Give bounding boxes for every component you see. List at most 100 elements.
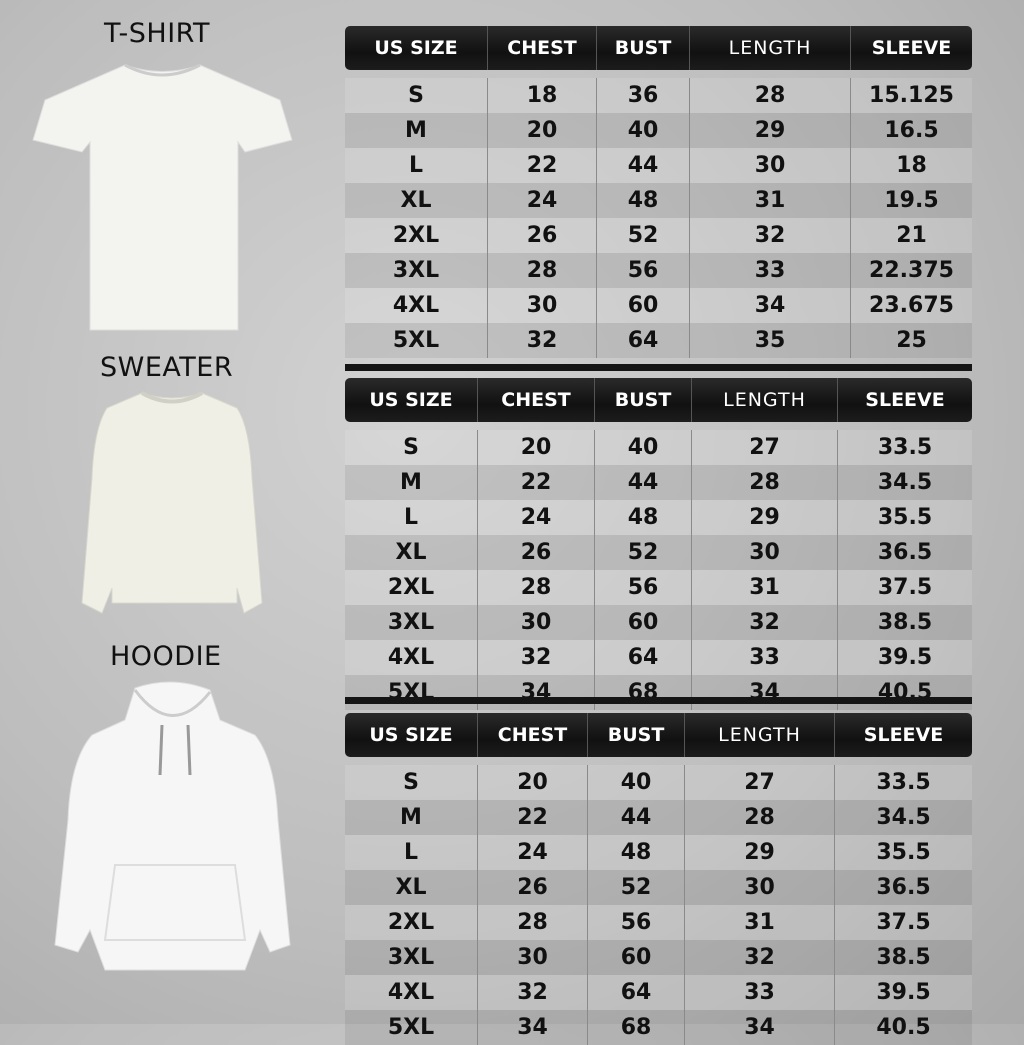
table-cell: 33.5 — [877, 435, 933, 460]
table-cell: 32 — [690, 218, 851, 253]
table-header: US SIZE CHEST BUST LENGTH SLEEVE — [345, 713, 972, 757]
table-cell: S — [345, 765, 478, 800]
table-cell: 60 — [595, 605, 692, 640]
table-cell: 34 — [690, 288, 851, 323]
table-cell: 35 — [690, 323, 851, 358]
table-row: S 20 40 27 33.5 — [345, 430, 972, 465]
table-cell: 23.675 — [869, 293, 954, 318]
table-cell: 29 — [692, 500, 838, 535]
table-cell: 26 — [478, 535, 595, 570]
table-cell: 52 — [588, 870, 685, 905]
table-cell: 36.5 — [877, 540, 933, 565]
table-cell: 36 — [597, 78, 690, 113]
table-cell: S — [345, 430, 478, 465]
column-header: CHEST — [478, 378, 595, 422]
table-cell: 52 — [595, 535, 692, 570]
table-cell: 20 — [478, 765, 588, 800]
table-cell: 32 — [685, 940, 835, 975]
table-row: XL 24 48 31 19.5 — [345, 183, 972, 218]
table-cell: 28 — [488, 253, 597, 288]
hoodie-size-table: US SIZE CHEST BUST LENGTH SLEEVE S 20 40 27 33.5 M… — [345, 713, 972, 1045]
table-cell: 56 — [597, 253, 690, 288]
hoodie-label: HOODIE — [110, 641, 222, 672]
table-cell: 30 — [488, 288, 597, 323]
table-cell: 20 — [478, 430, 595, 465]
tshirt-label: T-SHIRT — [104, 18, 210, 49]
table-row: 4XL 30 60 34 23.675 — [345, 288, 972, 323]
table-cell: 31 — [692, 570, 838, 605]
table-row: 2XL 28 56 31 37.5 — [345, 905, 972, 940]
table-cell: 34 — [692, 675, 838, 710]
table-cell: 31 — [685, 905, 835, 940]
table-cell: 28 — [690, 78, 851, 113]
table-cell: 28 — [478, 570, 595, 605]
table-cell: 33.5 — [876, 770, 931, 795]
table-row: S 20 40 27 33.5 — [345, 765, 972, 800]
table-row: 3XL 28 56 33 22.375 — [345, 253, 972, 288]
table-cell: 4XL — [345, 640, 478, 675]
table-cell: 16.5 — [884, 118, 939, 143]
table-divider — [345, 364, 972, 371]
table-cell: 24 — [488, 183, 597, 218]
sweater-size-table: US SIZE CHEST BUST LENGTH SLEEVE S 20 40 27 33.5 M… — [345, 378, 972, 710]
table-cell: 33 — [692, 640, 838, 675]
table-row: 2XL 28 56 31 37.5 — [345, 570, 972, 605]
column-header: CHEST — [478, 713, 588, 757]
table-cell: 22 — [478, 800, 588, 835]
table-row: 3XL 30 60 32 38.5 — [345, 605, 972, 640]
table-header: US SIZE CHEST BUST LENGTH SLEEVE — [345, 378, 972, 422]
table-cell: 31 — [690, 183, 851, 218]
table-cell: 60 — [597, 288, 690, 323]
table-cell: 30 — [478, 605, 595, 640]
table-cell: 30 — [685, 870, 835, 905]
table-cell: 40 — [588, 765, 685, 800]
column-header: SLEEVE — [865, 389, 945, 411]
table-row: S 18 36 28 15.125 — [345, 78, 972, 113]
table-cell: 44 — [595, 465, 692, 500]
table-row: 5XL 32 64 35 25 — [345, 323, 972, 358]
table-cell: 4XL — [345, 975, 478, 1010]
table-cell: 28 — [692, 465, 838, 500]
table-cell: 34 — [685, 1010, 835, 1045]
table-divider — [345, 697, 972, 704]
table-cell: 34 — [478, 675, 595, 710]
table-row: 2XL 26 52 32 21 — [345, 218, 972, 253]
table-cell: 22 — [488, 148, 597, 183]
table-row: XL 26 52 30 36.5 — [345, 535, 972, 570]
tshirt-image — [32, 63, 293, 331]
table-cell: 35.5 — [877, 505, 933, 530]
table-cell: 29 — [690, 113, 851, 148]
column-header: SLEEVE — [863, 724, 944, 746]
table-cell: 37.5 — [877, 575, 933, 600]
table-cell: 15.125 — [869, 83, 954, 108]
table-cell: 25 — [896, 328, 927, 353]
table-row: L 24 48 29 35.5 — [345, 835, 972, 870]
table-cell: 34 — [478, 1010, 588, 1045]
table-row: 3XL 30 60 32 38.5 — [345, 940, 972, 975]
table-row: M 22 44 28 34.5 — [345, 465, 972, 500]
table-row: M 22 44 28 34.5 — [345, 800, 972, 835]
table-cell: 34.5 — [877, 470, 933, 495]
table-cell: S — [345, 78, 488, 113]
table-cell: 44 — [597, 148, 690, 183]
table-cell: 48 — [588, 835, 685, 870]
table-cell: 56 — [588, 905, 685, 940]
table-cell: 5XL — [345, 1010, 478, 1045]
table-cell: 38.5 — [876, 945, 931, 970]
table-cell: 48 — [597, 183, 690, 218]
table-cell: M — [345, 465, 478, 500]
table-cell: 22.375 — [869, 258, 954, 283]
table-cell: 24 — [478, 835, 588, 870]
table-cell: 64 — [595, 640, 692, 675]
column-header: CHEST — [488, 26, 597, 70]
column-header: LENGTH — [692, 378, 838, 422]
table-cell: 27 — [692, 430, 838, 465]
table-cell: 26 — [478, 870, 588, 905]
table-cell: 56 — [595, 570, 692, 605]
table-cell: 22 — [478, 465, 595, 500]
table-cell: 24 — [478, 500, 595, 535]
column-header: US SIZE — [345, 713, 478, 757]
table-cell: 44 — [588, 800, 685, 835]
table-cell: 39.5 — [876, 980, 931, 1005]
hoodie-image — [54, 681, 291, 971]
